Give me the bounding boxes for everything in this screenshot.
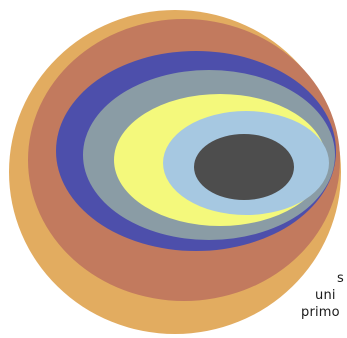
clipped-text-line-1: s xyxy=(337,271,344,286)
clipped-text-line-3: primo xyxy=(301,305,340,320)
core xyxy=(194,134,294,200)
clipped-text-line-2: uni xyxy=(315,288,336,303)
